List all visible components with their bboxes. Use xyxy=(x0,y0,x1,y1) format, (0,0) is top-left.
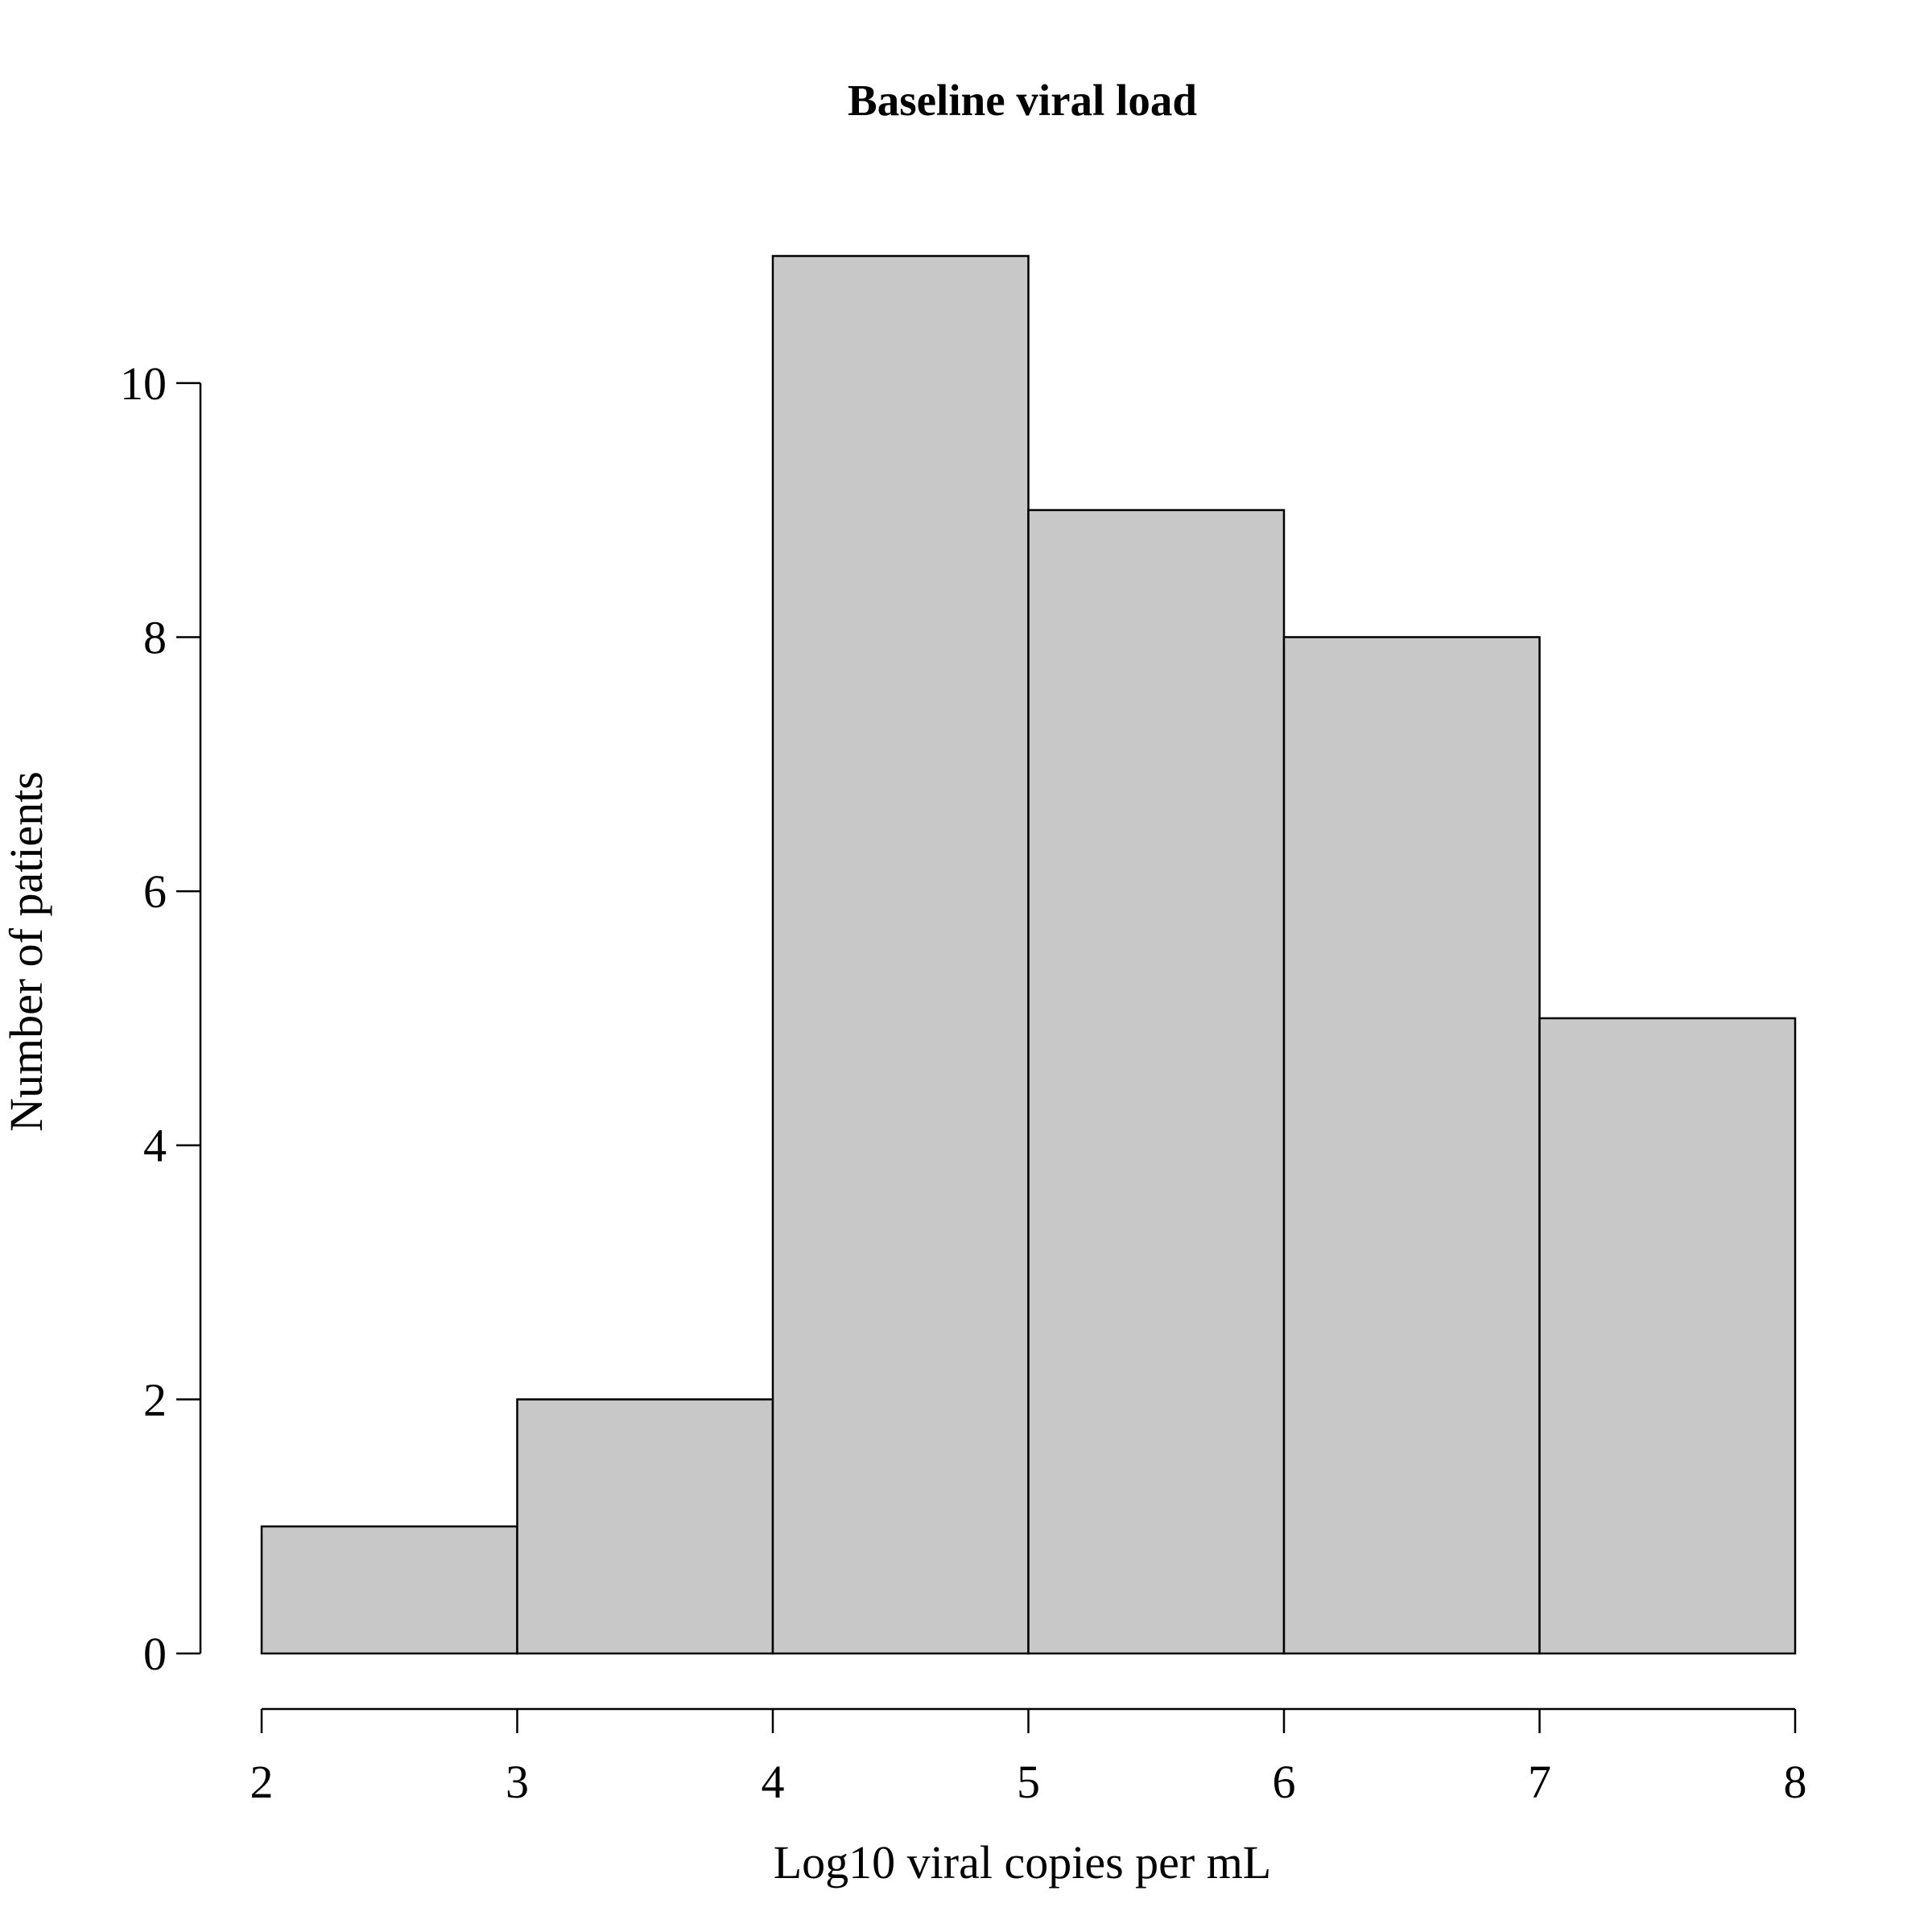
chart-title: Baseline viral load xyxy=(848,76,1197,125)
y-tick-label-1: 2 xyxy=(143,1373,167,1426)
x-tick-label-1: 3 xyxy=(506,1756,529,1808)
bar-0 xyxy=(260,1525,518,1655)
y-axis: 0 2 4 6 8 10 xyxy=(120,357,202,1680)
x-tick-label-3: 5 xyxy=(1017,1756,1040,1808)
x-tick-label-2: 4 xyxy=(762,1756,785,1808)
x-tick-label-5: 7 xyxy=(1528,1756,1551,1808)
y-axis-label: Number of patients xyxy=(0,771,52,1132)
x-tick-label-0: 2 xyxy=(250,1756,274,1808)
y-tick-label-3: 6 xyxy=(143,865,167,918)
x-axis-label: Log10 viral copies per mL xyxy=(774,1836,1272,1889)
x-axis: 2 3 4 5 6 7 8 xyxy=(250,1707,1807,1808)
bars-group xyxy=(260,254,1797,1655)
bar-2 xyxy=(771,254,1030,1655)
y-tick-label-0: 0 xyxy=(143,1628,167,1680)
bar-3 xyxy=(1027,509,1286,1655)
bar-5 xyxy=(1538,1017,1797,1655)
y-tick-label-4: 8 xyxy=(143,611,167,663)
y-tick-label-5: 10 xyxy=(120,357,167,410)
y-tick-label-2: 4 xyxy=(143,1120,167,1172)
bar-4 xyxy=(1282,636,1541,1655)
x-tick-label-4: 6 xyxy=(1273,1756,1296,1808)
x-tick-label-6: 8 xyxy=(1784,1756,1807,1808)
bar-1 xyxy=(516,1398,774,1655)
